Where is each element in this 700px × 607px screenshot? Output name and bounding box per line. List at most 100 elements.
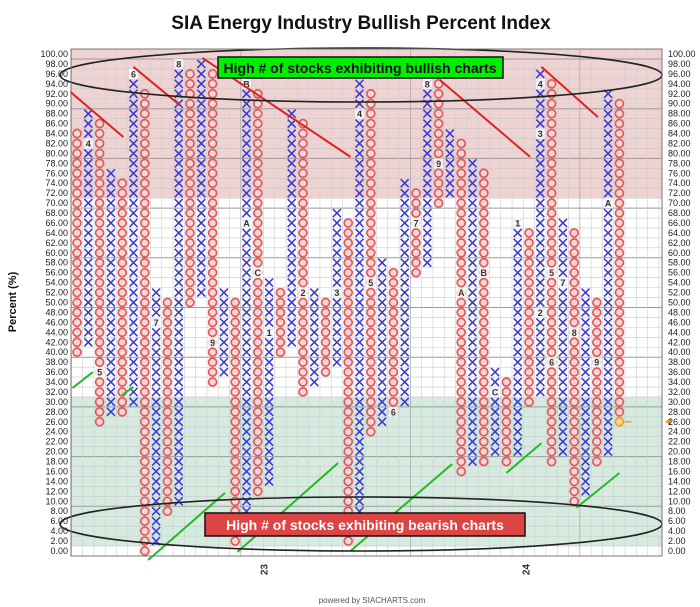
o-box (230, 327, 241, 338)
o-box (546, 277, 557, 288)
x-stroke (332, 208, 342, 218)
x-box (354, 138, 365, 149)
x-stroke (241, 99, 252, 109)
x-box (535, 218, 545, 228)
x-stroke (174, 337, 184, 347)
x-box (513, 347, 523, 357)
x-box (377, 337, 387, 347)
x-box (422, 258, 432, 268)
x-stroke (106, 188, 116, 198)
x-box (513, 357, 523, 367)
x-box (241, 258, 252, 268)
x-box (558, 268, 568, 278)
o-box (94, 277, 105, 288)
footer-credit: powered by SIACHARTS.com (319, 596, 426, 605)
o-box (298, 337, 308, 348)
x-box (309, 347, 319, 357)
y-tick-label-left: 44.00 (45, 327, 68, 337)
x-stroke (377, 407, 387, 417)
y-tick-label-right: 8.00 (668, 506, 686, 516)
x-box (400, 297, 410, 308)
current-o-box (614, 416, 625, 427)
o-box (569, 277, 580, 288)
x-stroke (174, 69, 184, 79)
x-stroke (354, 337, 365, 347)
x-stroke (106, 208, 116, 218)
y-tick-label-left: 22.00 (45, 437, 68, 447)
x-box (241, 387, 252, 397)
y-tick-label-right: 18.00 (668, 457, 691, 467)
o-box (139, 357, 150, 367)
month-label: 2 (300, 288, 305, 298)
x-stroke (377, 377, 387, 387)
x-stroke (467, 377, 478, 387)
month-label: 9 (436, 159, 441, 169)
x-box (196, 158, 206, 168)
o-box (524, 238, 534, 248)
x-box (535, 158, 545, 168)
x-box (332, 278, 342, 288)
x-box (196, 89, 206, 99)
x-stroke (580, 417, 591, 427)
o-box (185, 118, 195, 129)
x-box (241, 437, 252, 447)
x-box (196, 208, 206, 218)
x-box (558, 447, 568, 457)
x-box (128, 128, 139, 139)
x-box (241, 228, 252, 238)
o-box (298, 188, 308, 199)
x-stroke (558, 427, 568, 437)
x-stroke (241, 89, 252, 99)
x-stroke (196, 119, 206, 129)
o-box (343, 317, 354, 328)
x-stroke (241, 317, 252, 327)
o-box (72, 148, 82, 159)
x-stroke (128, 287, 139, 298)
x-box (128, 208, 139, 218)
o-box (546, 287, 557, 298)
o-box (546, 456, 557, 467)
x-stroke (174, 158, 184, 168)
o-box (72, 238, 82, 248)
o-box (343, 238, 354, 248)
x-box (580, 417, 591, 427)
o-box (94, 297, 105, 308)
x-stroke (264, 297, 274, 308)
x-box (490, 447, 500, 457)
x-box (151, 397, 161, 407)
x-stroke (354, 476, 365, 486)
x-box (558, 377, 568, 387)
o-box (252, 337, 263, 348)
month-label-bg (490, 386, 500, 397)
x-box (106, 397, 116, 407)
o-box (614, 198, 625, 208)
x-box (332, 218, 342, 228)
o-box (94, 287, 105, 298)
x-box (174, 437, 184, 447)
x-stroke (354, 198, 365, 208)
x-box (490, 367, 500, 377)
x-stroke (377, 417, 387, 427)
x-stroke (422, 188, 432, 198)
x-box (558, 218, 568, 228)
x-stroke (241, 387, 252, 397)
x-box (264, 476, 274, 486)
x-box (422, 89, 432, 99)
o-box (139, 267, 150, 278)
o-box (139, 456, 150, 467)
x-box (174, 456, 184, 467)
x-stroke (535, 278, 545, 288)
o-box (230, 466, 241, 477)
o-box (343, 456, 354, 467)
x-box (83, 248, 93, 258)
x-box (287, 148, 297, 158)
x-column (332, 208, 342, 367)
x-box (603, 268, 613, 278)
x-stroke (264, 447, 274, 457)
o-box (139, 486, 150, 497)
o-box (524, 247, 534, 258)
o-box (139, 178, 150, 189)
x-box (400, 307, 410, 318)
x-stroke (580, 317, 591, 327)
o-column (94, 118, 105, 427)
